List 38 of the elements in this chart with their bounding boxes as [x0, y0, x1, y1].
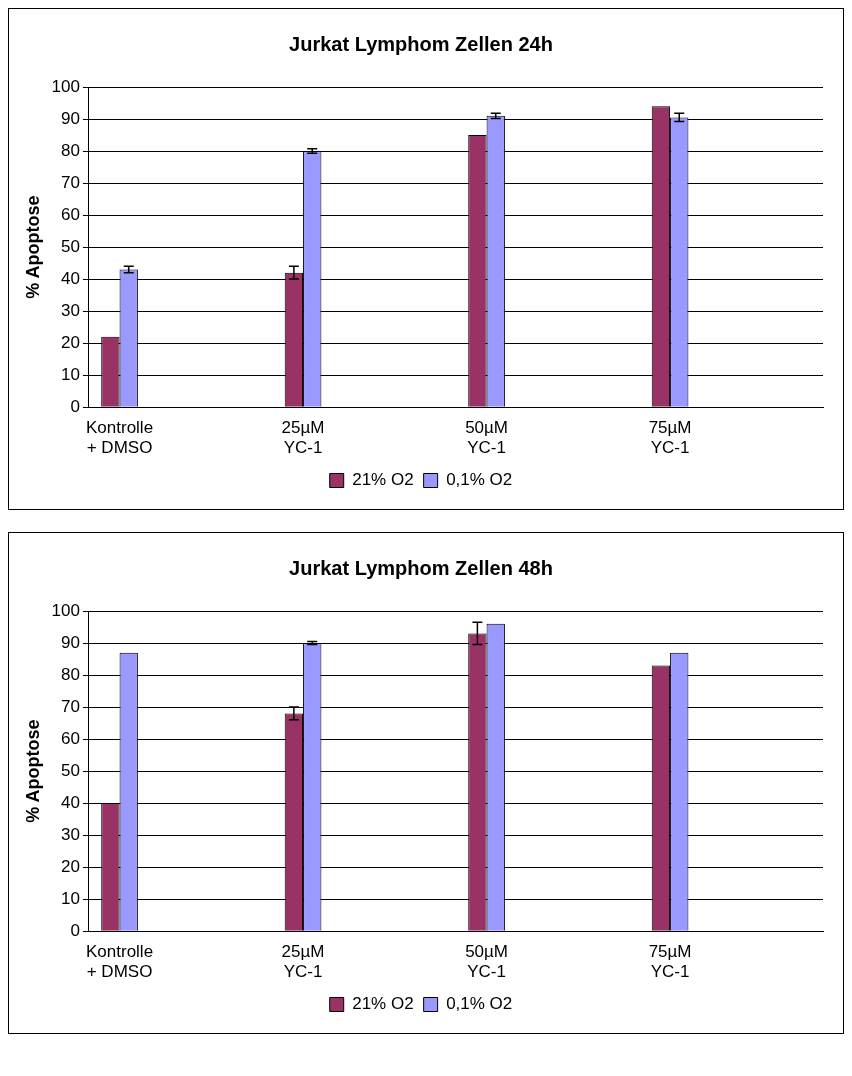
y-tick-label: 50: [61, 760, 80, 780]
x-tick-label: 75µM YC-1: [648, 418, 692, 458]
y-tick-label: 60: [61, 728, 80, 748]
chart-title: Jurkat Lymphom Zellen 24h: [289, 32, 553, 55]
y-tick-label: 50: [61, 236, 80, 256]
x-tick-label: 25µM YC-1: [281, 942, 325, 982]
y-tick-label: 70: [61, 172, 80, 192]
y-tick-label: 90: [61, 108, 80, 128]
y-tick-label: 30: [61, 300, 80, 320]
y-tick-label: 100: [51, 76, 80, 96]
y-tick-label: 70: [61, 696, 80, 716]
legend-label: 21% O2: [352, 994, 414, 1014]
x-tick-label: 50µM YC-1: [465, 418, 508, 458]
x-tick-label: Kontrolle + DMSO: [85, 418, 154, 458]
y-tick-label: 0: [70, 396, 80, 416]
y-axis-title: % Apoptose: [22, 719, 43, 823]
y-axis-title: % Apoptose: [22, 195, 43, 299]
legend-label: 21% O2: [352, 470, 414, 490]
chart-title: Jurkat Lymphom Zellen 48h: [289, 556, 553, 579]
x-tick-label: 50µM YC-1: [465, 942, 508, 982]
y-tick-label: 100: [51, 600, 80, 620]
y-tick-label: 60: [61, 204, 80, 224]
legend-label: 0,1% O2: [446, 994, 513, 1014]
y-tick-label: 10: [61, 364, 80, 384]
y-tick-label: 10: [61, 888, 80, 908]
y-tick-label: 30: [61, 824, 80, 844]
y-tick-label: 40: [61, 792, 80, 812]
y-tick-label: 0: [70, 920, 80, 940]
y-tick-label: 20: [61, 856, 80, 876]
y-tick-label: 90: [61, 632, 80, 652]
y-tick-label: 20: [61, 332, 80, 352]
y-tick-label: 80: [61, 140, 80, 160]
x-tick-label: 25µM YC-1: [281, 418, 325, 458]
legend-label: 0,1% O2: [446, 470, 513, 490]
x-tick-label: Kontrolle + DMSO: [85, 942, 154, 982]
x-tick-label: 75µM YC-1: [648, 942, 692, 982]
y-tick-label: 80: [61, 664, 80, 684]
y-tick-label: 40: [61, 268, 80, 288]
